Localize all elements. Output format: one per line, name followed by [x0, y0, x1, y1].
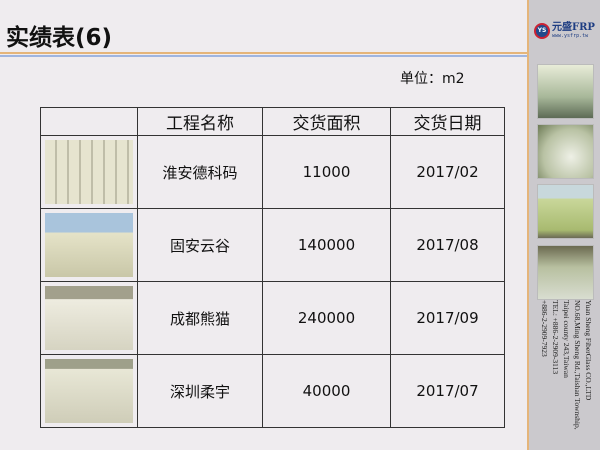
page-title: 实绩表(6): [6, 25, 113, 51]
project-date: 2017/07: [390, 354, 505, 428]
project-area: 11000: [262, 135, 391, 209]
table-row: 淮安德科码 11000 2017/02: [40, 135, 505, 209]
sidebar: YS 元盛FRP www.ysfrp.tw Yuan Sheng FiberGla…: [527, 0, 600, 450]
logo: YS 元盛FRP www.ysfrp.tw: [534, 22, 595, 39]
header-project: 工程名称: [137, 107, 263, 136]
header-date: 交货日期: [390, 107, 505, 136]
project-area: 140000: [262, 208, 391, 282]
table-row: 固安云谷 140000 2017/08: [40, 208, 505, 282]
project-area: 240000: [262, 281, 391, 355]
project-name: 深圳柔宇: [137, 354, 263, 428]
project-date: 2017/02: [390, 135, 505, 209]
logo-name: 元盛FRP: [552, 22, 595, 33]
address-line: NO.68,Ming Sheng Rd.,Taishan Township,: [573, 300, 582, 430]
address-line: Yuan Sheng FiberGlass CO.,LTD: [584, 300, 593, 401]
project-date: 2017/09: [390, 281, 505, 355]
project-area: 40000: [262, 354, 391, 428]
address-line: TEL: +886-2-2909-3113: [551, 300, 560, 375]
logo-icon: YS: [534, 22, 550, 39]
logo-url: www.ysfrp.tw: [552, 33, 589, 39]
company-address: Yuan Sheng FiberGlass CO.,LTD NO.68,Ming…: [539, 300, 594, 450]
project-name: 固安云谷: [137, 208, 263, 282]
unit-label: 单位：m2: [400, 71, 465, 87]
table-row: 成都熊猫 240000 2017/09: [40, 281, 505, 355]
header-image: [40, 107, 138, 136]
sidebar-photo-silos: [537, 184, 594, 239]
sidebar-photo-floor: [537, 245, 594, 300]
project-name: 淮安德科码: [137, 135, 263, 209]
delivery-table: 工程名称 交货面积 交货日期 淮安德科码 11000 2017/02 固安云谷 …: [40, 107, 505, 428]
project-photo: [45, 213, 133, 277]
table-row: 深圳柔宇 40000 2017/07: [40, 354, 505, 428]
header-area: 交货面积: [262, 107, 391, 136]
address-line: Taipei county 243,Taiwan: [562, 300, 571, 378]
sidebar-photo-structure: [537, 64, 594, 119]
table-header: 工程名称 交货面积 交货日期: [40, 107, 505, 136]
project-photo: [45, 359, 133, 423]
address-line: +886-2-2909-7923: [540, 300, 549, 357]
project-name: 成都熊猫: [137, 281, 263, 355]
project-date: 2017/08: [390, 208, 505, 282]
divider-orange: [0, 52, 527, 54]
divider-blue: [0, 55, 527, 57]
sidebar-photo-tank: [537, 124, 594, 179]
project-photo: [45, 140, 133, 204]
project-photo: [45, 286, 133, 350]
